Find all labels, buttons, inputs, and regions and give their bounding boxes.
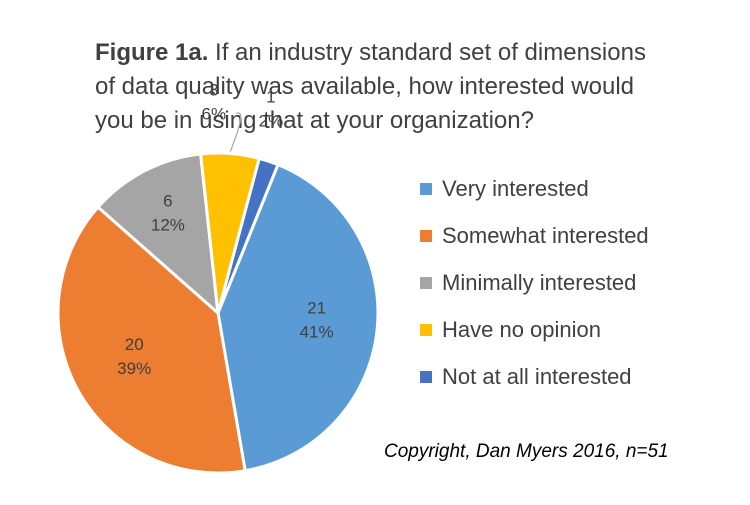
legend-label: Very interested (442, 176, 589, 201)
slice-count-label: 20 (125, 335, 144, 354)
legend-swatch (420, 324, 432, 336)
legend-label: Minimally interested (442, 270, 636, 295)
legend-swatch (420, 277, 432, 289)
chart-title-figure-number: Figure 1a. (95, 39, 208, 66)
chart-title-line-3: you be in using that at your organizatio… (95, 107, 534, 134)
legend-item-minimally-interested: Minimally interested (420, 270, 636, 295)
copyright-footnote: Copyright, Dan Myers 2016, n=51 (384, 441, 669, 462)
chart-title: Figure 1a. If an industry standard set o… (95, 39, 646, 134)
slice-percent-label: 12% (151, 215, 185, 234)
slice-percent-label: 2% (259, 112, 284, 131)
chart-title-line-1: Figure 1a. If an industry standard set o… (95, 39, 646, 66)
chart-title-text: If an industry standard set of dimension… (208, 39, 646, 66)
legend-item-somewhat-interested: Somewhat interested (420, 223, 649, 248)
pie-slice-not-at-all-interested (216, 156, 280, 315)
slice-percent-label: 6% (202, 105, 227, 124)
legend-swatch (420, 371, 432, 383)
slice-count-label: 3 (209, 81, 218, 100)
pie-slice-somewhat-interested (56, 205, 247, 475)
chart-title-line-2: of data quality was available, how inter… (95, 73, 634, 100)
legend-swatch (420, 230, 432, 242)
legend-label: Somewhat interested (442, 223, 649, 248)
legend-item-have-no-opinion: Have no opinion (420, 317, 601, 342)
slice-count-label: 6 (163, 191, 172, 210)
legend-swatch (420, 183, 432, 195)
slice-leader-line (229, 112, 242, 152)
slice-percent-label: 39% (117, 359, 151, 378)
pie-slice-minimally-interested (96, 152, 220, 315)
slice-count-label: 21 (307, 299, 326, 318)
pie-slice-very-interested (216, 163, 380, 473)
legend-item-very-interested: Very interested (420, 176, 589, 201)
legend-label: Not at all interested (442, 364, 632, 389)
legend-label: Have no opinion (442, 317, 601, 342)
slice-count-label: 1 (266, 88, 275, 107)
slice-percent-label: 41% (300, 323, 334, 342)
legend: Very interested Somewhat interested Minima… (420, 176, 649, 389)
legend-item-not-at-all-interested: Not at all interested (420, 364, 632, 389)
pie-slices (56, 151, 380, 475)
